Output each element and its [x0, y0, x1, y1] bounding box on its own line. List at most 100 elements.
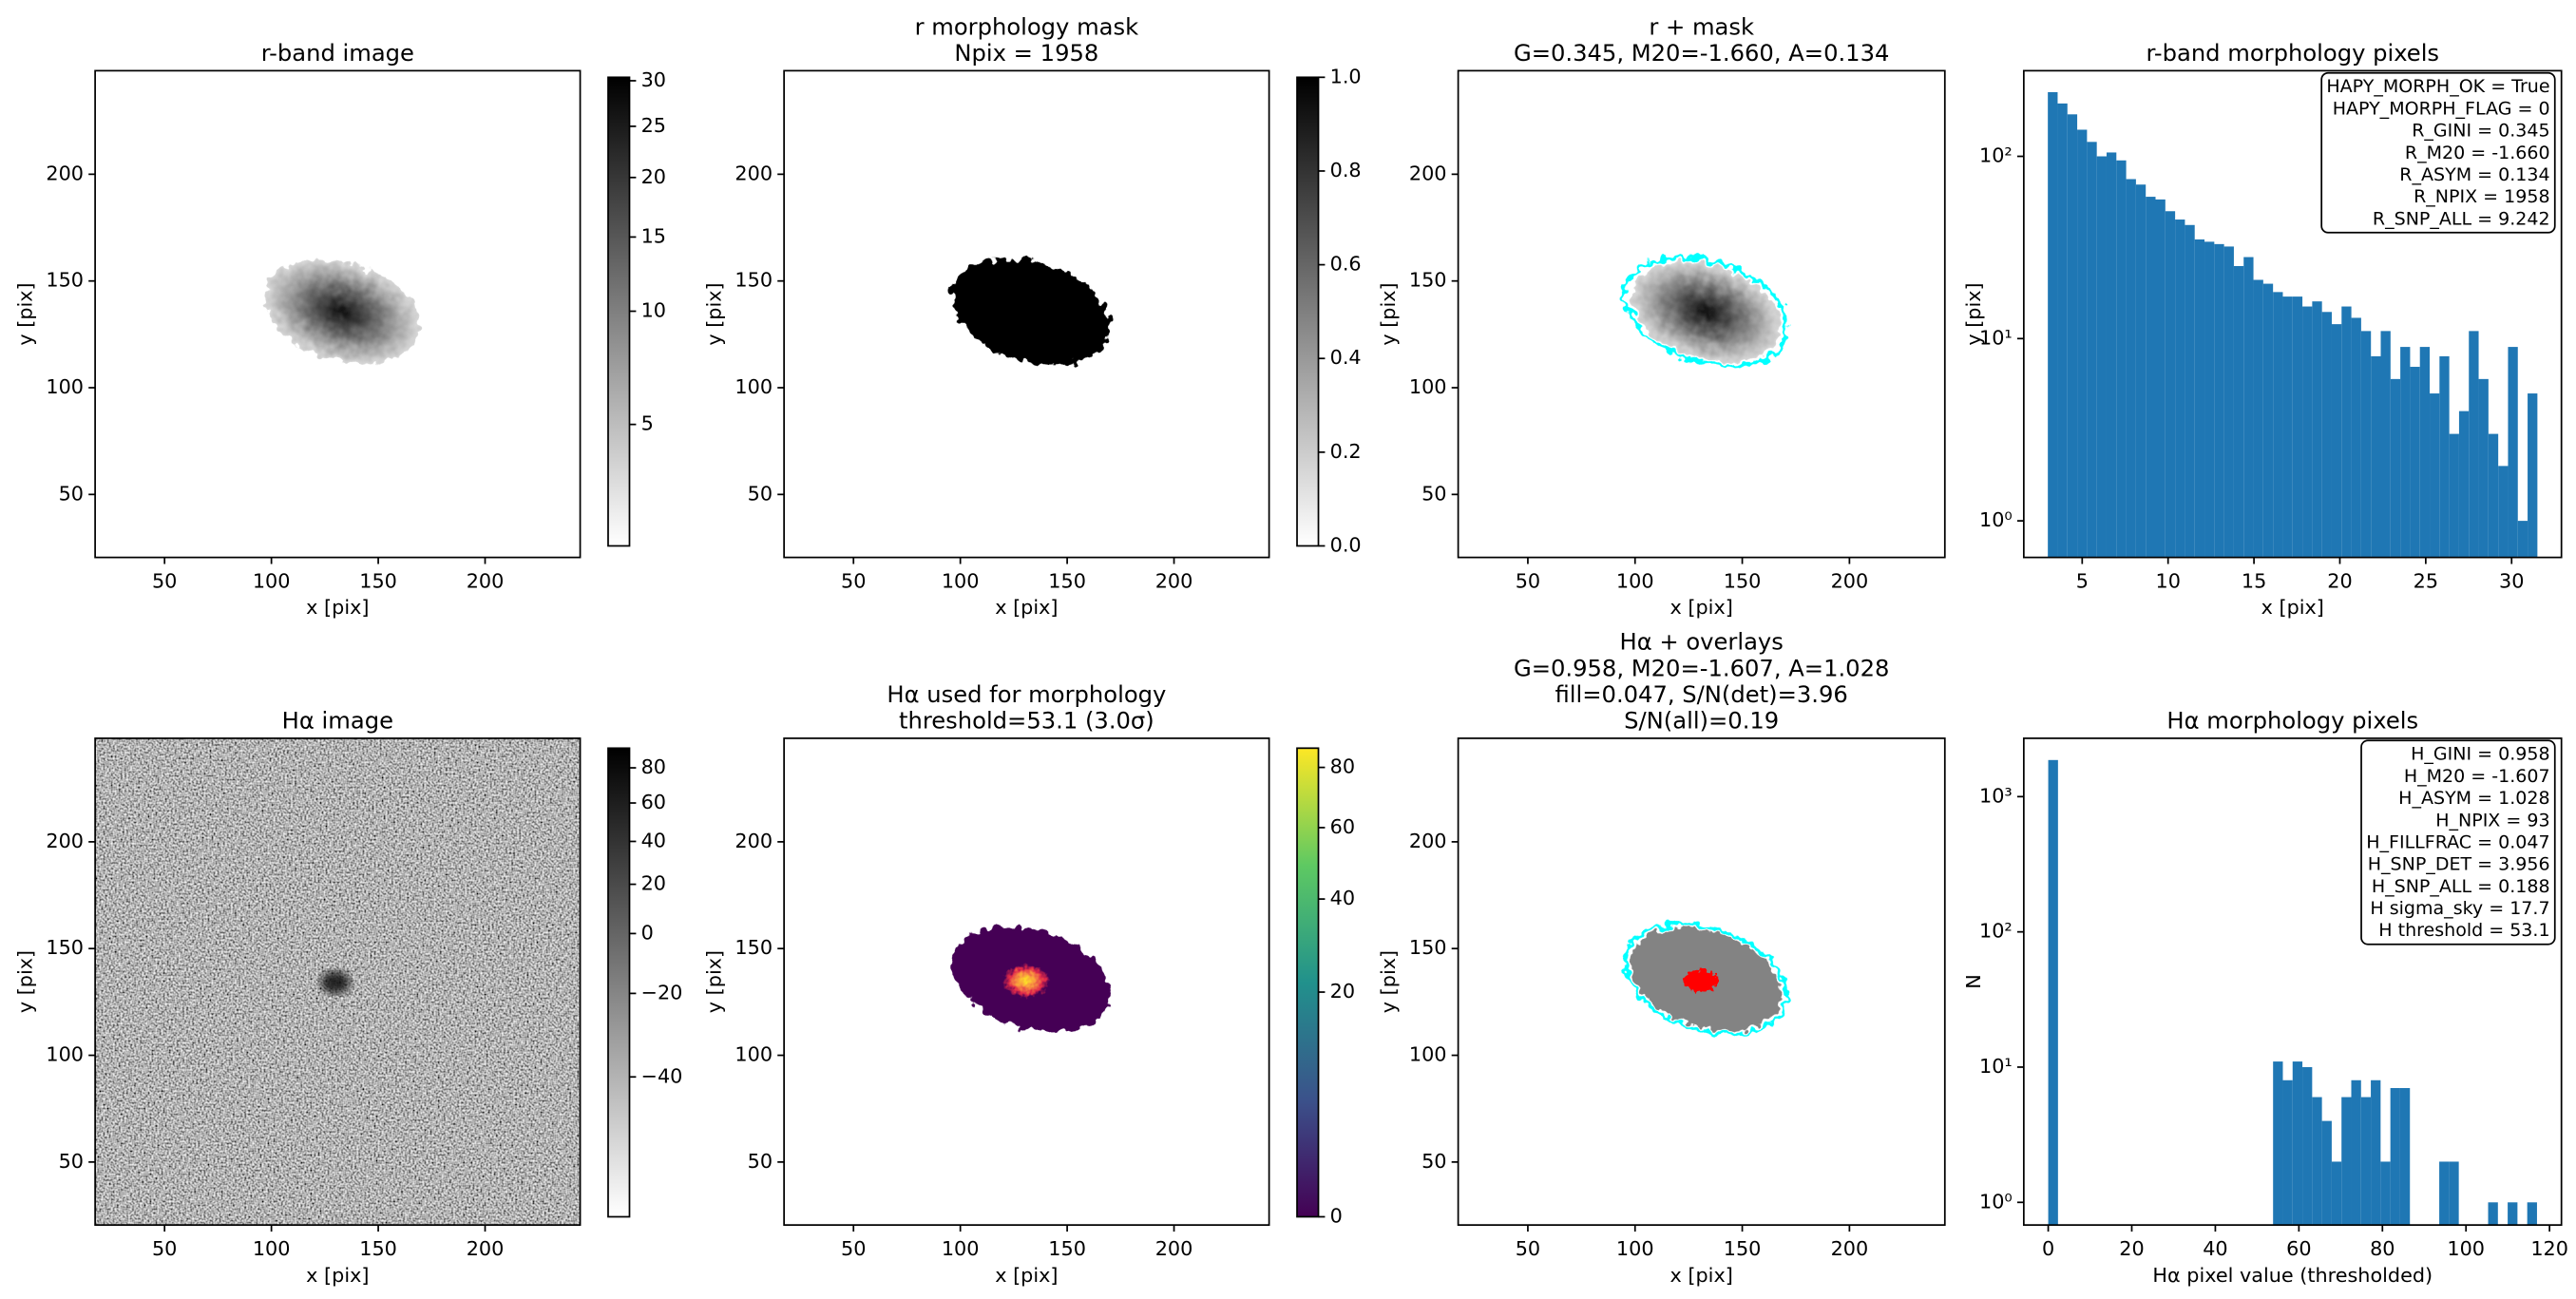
x-tick-label: 10	[2155, 570, 2180, 593]
y-tick-label: 10¹	[1979, 326, 2013, 349]
annotation-frame	[2320, 71, 2556, 234]
y-tick-label: 10⁰	[1979, 508, 2013, 531]
annotation-line: H_NPIX = 93	[2435, 810, 2549, 831]
y-tick-label: 150	[735, 269, 773, 292]
colorbar-tick-label: 0.2	[1330, 440, 1362, 463]
y-axis-label: y [pix]	[1377, 950, 1400, 1013]
panel-title: threshold=53.1 (3.0σ)	[899, 708, 1154, 735]
panel-title: r-band morphology pixels	[2146, 40, 2439, 67]
panel-title: Npix = 1958	[954, 40, 1098, 67]
panel-title: r-band image	[261, 40, 414, 67]
colorbar-tick-label: 0.8	[1330, 159, 1362, 181]
colorbar-tick-label: 80	[1330, 755, 1355, 778]
annotation-frame	[2360, 739, 2556, 946]
y-tick-label: 100	[46, 375, 84, 398]
histogram-bar	[2341, 1097, 2352, 1226]
histogram-bar	[2243, 257, 2254, 558]
histogram-bar	[2048, 759, 2058, 1226]
y-tick-label: 100	[1409, 1043, 1447, 1066]
colorbar-tick-label: −20	[641, 981, 683, 1003]
x-axis-label: x [pix]	[1670, 1264, 1733, 1287]
x-tick-label: 150	[1724, 570, 1762, 593]
annotation-line: H_SNP_DET = 3.956	[2368, 854, 2550, 875]
histogram-bar	[2469, 331, 2479, 558]
x-tick-label: 100	[253, 570, 291, 593]
histogram-bar	[2292, 1061, 2303, 1226]
x-tick-label: 120	[2530, 1237, 2568, 1260]
x-axis-label: x [pix]	[995, 1264, 1058, 1287]
panel: 50 100 150 200 50 100 150 200 x [pix] y [pix] r + …	[1377, 13, 1946, 619]
y-tick-label: 100	[1409, 375, 1447, 398]
panel-title: Hα used for morphology	[887, 681, 1166, 708]
panel-title: G=0.345, M20=-1.660, A=0.134	[1514, 40, 1889, 67]
x-tick-label: 200	[1831, 570, 1869, 593]
histogram-bar	[2302, 306, 2313, 558]
histogram-bar	[2273, 1061, 2283, 1226]
axes-frame	[1457, 737, 1946, 1226]
axes-frame	[783, 69, 1270, 559]
histogram-bar	[2223, 246, 2234, 558]
y-tick-label: 150	[735, 936, 773, 959]
histogram-bar	[2214, 243, 2224, 558]
annotation-line: H_SNP_ALL = 0.188	[2372, 876, 2550, 897]
x-tick-label: 5	[2076, 570, 2089, 593]
colorbar-tick-label: 60	[641, 791, 666, 813]
histogram-bar	[2458, 411, 2470, 558]
colorbar	[1296, 747, 1320, 1218]
annotation-line: H_GINI = 0.958	[2411, 744, 2549, 765]
y-tick-label: 50	[59, 482, 84, 505]
x-tick-label: 200	[467, 1237, 505, 1260]
histogram-bar	[2321, 1120, 2332, 1226]
histogram-bar	[2488, 1202, 2498, 1226]
axes-frame	[94, 737, 582, 1226]
annotation-line: H sigma_sky = 17.7	[2370, 898, 2549, 919]
annotation-line: HAPY_MORPH_FLAG = 0	[2333, 98, 2550, 119]
colorbar-tick-label: 40	[1330, 887, 1355, 909]
y-axis-label: y [pix]	[702, 950, 725, 1013]
panel-title: S/N(all)=0.19	[1624, 708, 1779, 735]
x-tick-label: 100	[942, 1237, 980, 1260]
y-tick-label: 10³	[1979, 784, 2013, 807]
y-axis-label: y [pix]	[1962, 282, 1985, 345]
histogram-bar	[2194, 239, 2205, 558]
annotation-line: R_NPIX = 1958	[2414, 186, 2549, 207]
histogram-bar	[2262, 283, 2274, 558]
histogram-bar	[2312, 301, 2322, 558]
mask-region	[951, 258, 1111, 366]
annotation-line: R_ASYM = 0.134	[2399, 164, 2549, 185]
colorbar-tick-label: 10	[641, 298, 666, 321]
annotation-line: R_SNP_ALL = 9.242	[2373, 208, 2550, 229]
y-axis-label: y [pix]	[13, 282, 36, 345]
histogram-bar	[2508, 347, 2518, 558]
x-tick-label: 100	[942, 570, 980, 593]
histogram-bar	[2399, 1088, 2411, 1226]
histogram-bar	[2165, 211, 2176, 558]
colorbar-tick-label: 60	[1330, 815, 1355, 838]
x-tick-label: 150	[1724, 1237, 1762, 1260]
colorbar-tick-label: 1.0	[1330, 65, 1362, 87]
colorbar-tick-label: 20	[1330, 980, 1355, 1003]
histogram-bar	[2292, 296, 2303, 558]
mask-contour	[1623, 255, 1789, 369]
x-tick-label: 20	[2119, 1237, 2144, 1260]
panel-title: fill=0.047, S/N(det)=3.96	[1555, 681, 1848, 708]
histogram-bar	[2067, 114, 2078, 558]
y-tick-label: 200	[1409, 830, 1447, 852]
x-tick-label: 80	[2370, 1237, 2395, 1260]
panel: 5 10 15 20 25 30 10⁰ 10¹ 10² x [pix] y [pix] r-band…	[1962, 40, 2563, 619]
colorbar-tick-label: 0.0	[1330, 533, 1362, 556]
x-tick-label: 150	[359, 1237, 397, 1260]
y-tick-label: 150	[1409, 936, 1447, 959]
histogram-bar	[2126, 179, 2136, 558]
histogram-bar	[2488, 433, 2499, 558]
colorbar-tick-label: 30	[641, 68, 666, 91]
y-tick-label: 50	[59, 1150, 84, 1173]
histogram-bar	[2430, 393, 2440, 558]
histogram-bar	[2135, 184, 2147, 558]
histogram-bar	[2057, 103, 2068, 558]
x-tick-label: 100	[2447, 1237, 2485, 1260]
annotation-line: H_FILLFRAC = 0.047	[2366, 831, 2549, 852]
y-tick-label: 150	[1409, 269, 1447, 292]
